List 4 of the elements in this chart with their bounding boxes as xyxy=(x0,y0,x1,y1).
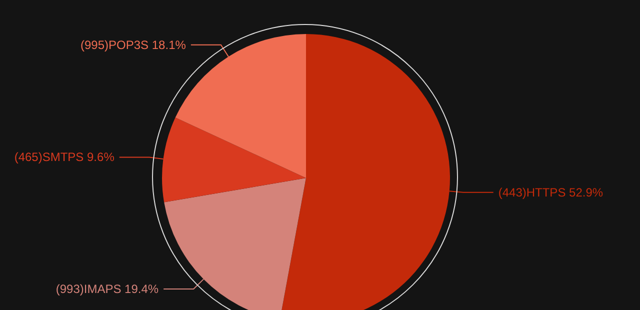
slice-label: (465)SMTPS 9.6% xyxy=(14,150,115,164)
slice-label: (995)POP3S 18.1% xyxy=(80,38,186,52)
slice-label: (443)HTTPS 52.9% xyxy=(498,185,604,200)
slice-label: (993)IMAPS 19.4% xyxy=(56,282,159,296)
